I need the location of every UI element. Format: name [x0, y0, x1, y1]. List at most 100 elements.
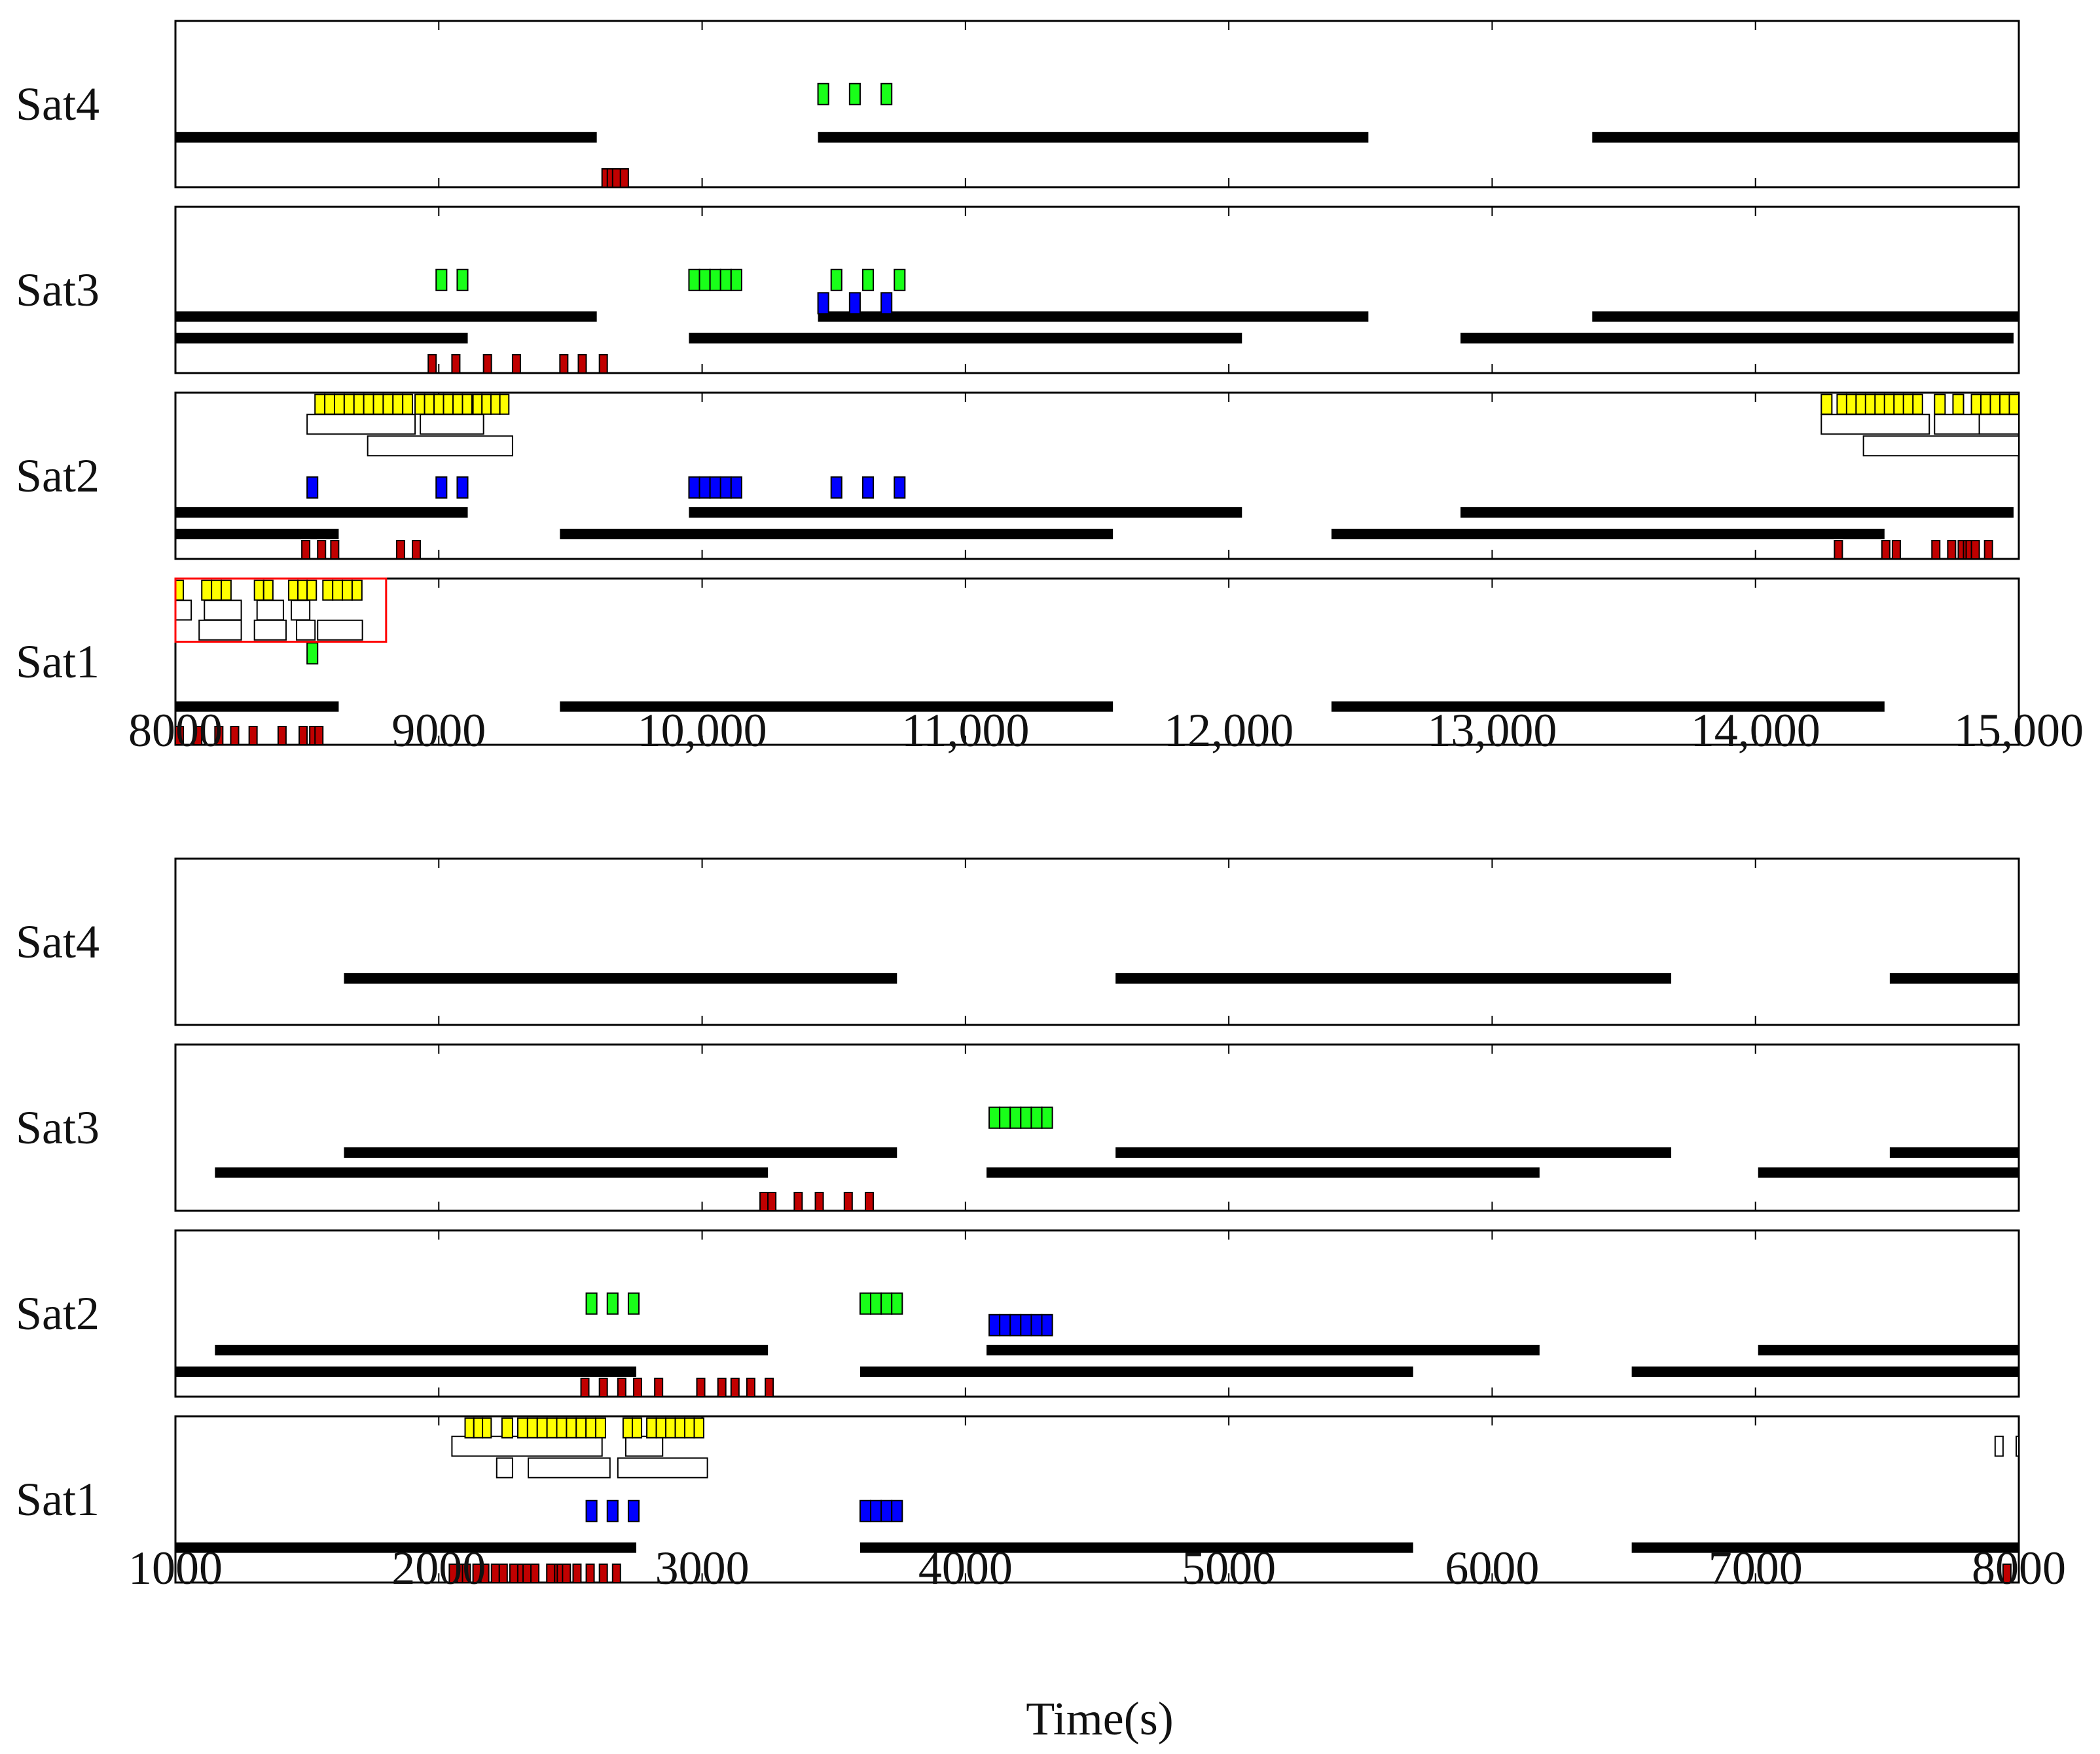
blue-task-block: [730, 476, 742, 499]
red-event-marker: [248, 726, 258, 745]
green-task-block: [585, 1292, 598, 1315]
visibility-window-bar: [689, 507, 1242, 518]
visibility-window-bar: [1889, 973, 2019, 984]
red-event-marker: [654, 1378, 664, 1397]
visibility-window-bar: [560, 701, 1113, 712]
visibility-window-bar: [175, 528, 339, 539]
panel-frame: [174, 20, 2020, 188]
upper-timeline-chart: Sat4 Sat3 Sat2 Sat1 8000 9000 10,000 11,000 12,0…: [16, 20, 2084, 757]
visibility-window-bar: [1460, 507, 2014, 518]
satellite-label: Sat3: [16, 264, 100, 316]
panel-sat3: Sat3: [16, 206, 2020, 374]
task-window-outline: [617, 1457, 708, 1478]
red-event-marker: [299, 726, 308, 745]
blue-task-block: [848, 292, 861, 315]
red-event-marker: [214, 726, 224, 745]
yellow-task-block: [546, 1417, 558, 1439]
red-event-marker: [765, 1378, 774, 1397]
x-tick-label: 12,000: [1164, 704, 1294, 757]
red-event-marker: [480, 1564, 490, 1583]
red-event-marker: [617, 1378, 626, 1397]
task-window-outline: [625, 1435, 664, 1457]
visibility-window-bar: [1631, 1542, 2019, 1553]
yellow-task-block: [363, 393, 374, 415]
panel-frame: [174, 1229, 2020, 1398]
yellow-task-block: [693, 1417, 704, 1439]
red-event-marker: [759, 1192, 769, 1211]
visibility-window-bar: [1115, 1147, 1671, 1158]
blue-task-block: [435, 476, 448, 499]
visibility-window-bar: [860, 1366, 1413, 1377]
task-window-outline: [296, 619, 316, 641]
green-task-block: [456, 268, 469, 291]
green-task-block: [894, 268, 906, 291]
red-event-marker: [730, 1378, 740, 1397]
yellow-task-block: [452, 393, 463, 415]
task-window-outline: [367, 435, 513, 457]
red-event-marker: [864, 1192, 874, 1211]
red-event-marker: [498, 1564, 508, 1583]
red-event-marker: [314, 726, 324, 745]
green-task-block: [988, 1106, 1001, 1129]
blue-task-block: [880, 1499, 893, 1522]
yellow-task-block: [372, 393, 384, 415]
yellow-task-block: [655, 1417, 667, 1439]
yellow-task-block: [297, 579, 308, 601]
red-event-marker: [451, 354, 461, 374]
red-event-marker: [793, 1192, 803, 1211]
visibility-window-bar: [344, 973, 897, 984]
yellow-task-block: [1883, 393, 1895, 415]
yellow-task-block: [343, 393, 355, 415]
yellow-task-block: [646, 1417, 657, 1439]
yellow-task-block: [556, 1417, 568, 1439]
visibility-window-bar: [689, 332, 1242, 344]
yellow-task-block: [443, 393, 454, 415]
lower-timeline-chart: Sat4 Sat3 Sat2 Sat1 1000 2000 3000 4000 5000 6000…: [16, 857, 2066, 1594]
yellow-task-block: [1934, 393, 1946, 415]
visibility-window-bar: [215, 1167, 769, 1178]
red-event-marker: [2002, 1564, 2012, 1583]
panel-frame: [174, 857, 2020, 1026]
blue-task-block: [859, 1499, 872, 1522]
yellow-task-block: [490, 393, 501, 415]
yellow-task-block: [414, 393, 425, 415]
panel-sat3: Sat3: [16, 1043, 2020, 1212]
red-event-marker: [1970, 540, 1980, 560]
green-task-block: [999, 1106, 1011, 1129]
satellite-label: Sat1: [16, 1473, 100, 1526]
green-task-block: [730, 268, 742, 291]
red-event-marker: [843, 1192, 853, 1211]
yellow-task-block: [201, 579, 213, 601]
task-window-outline: [1820, 414, 1930, 435]
red-event-marker: [511, 354, 521, 374]
x-tick-label: 13,000: [1427, 704, 1557, 757]
task-window-outline: [1978, 414, 2020, 435]
yellow-task-block: [351, 579, 363, 601]
green-task-block: [306, 642, 319, 665]
visibility-window-bar: [1889, 1147, 2019, 1158]
red-event-marker: [1947, 540, 1957, 560]
satellite-label: Sat3: [16, 1101, 100, 1154]
green-task-block: [880, 1292, 893, 1315]
satellite-label: Sat1: [16, 635, 100, 688]
visibility-window-bar: [1592, 132, 2019, 143]
visibility-window-bar: [1115, 973, 1671, 984]
visibility-window-bar: [560, 528, 1113, 539]
x-tick-label: 5000: [1182, 1542, 1276, 1594]
visibility-window-bar: [175, 1542, 636, 1553]
yellow-task-block: [481, 393, 492, 415]
blue-task-block: [1041, 1314, 1053, 1336]
green-task-block: [861, 268, 875, 291]
yellow-task-block: [220, 579, 232, 601]
blue-task-block: [894, 476, 906, 499]
blue-task-block: [627, 1499, 640, 1522]
red-event-marker: [1834, 540, 1843, 560]
x-tick-label: 14,000: [1691, 704, 1820, 757]
yellow-task-block: [306, 579, 317, 601]
yellow-task-block: [526, 1417, 538, 1439]
visibility-window-bar: [1460, 332, 2014, 344]
yellow-task-block: [314, 393, 326, 415]
task-window-outline: [1934, 414, 1980, 435]
red-event-marker: [611, 1564, 621, 1583]
